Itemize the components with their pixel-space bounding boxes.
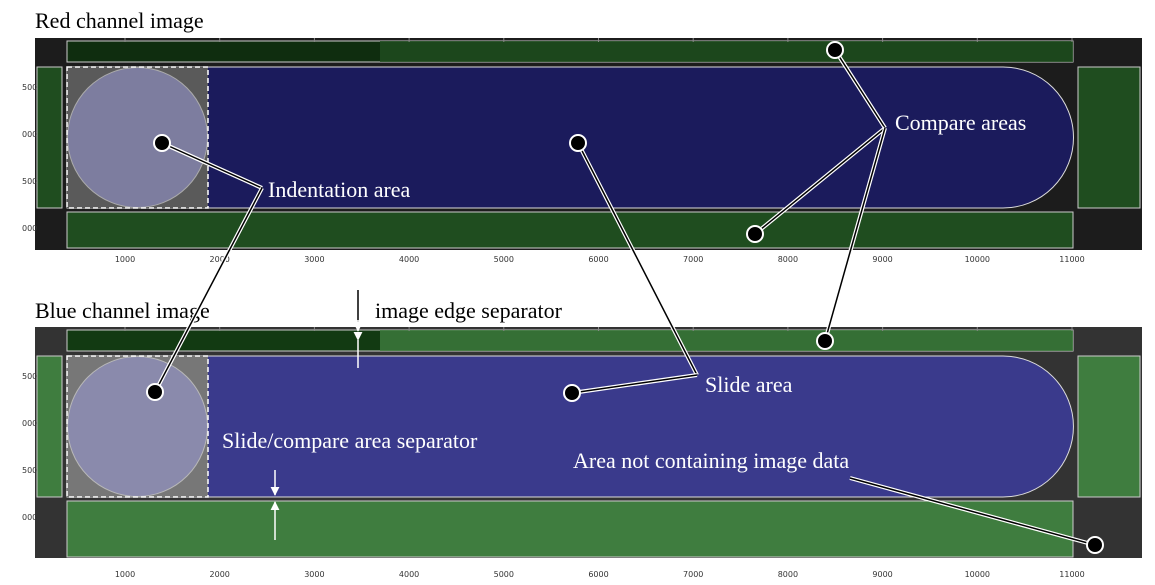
compare-area-bottom — [67, 212, 1073, 248]
compare-area-top-fill — [380, 41, 1073, 62]
panel-title: Red channel image — [35, 8, 204, 33]
annotation-label: Slide area — [705, 372, 793, 397]
x-tick-label: 6000 — [588, 570, 608, 579]
annotation-label: image edge separator — [375, 298, 563, 323]
annotation-label: Indentation area — [268, 177, 411, 202]
annotation-label: Area not containing image data — [573, 448, 849, 473]
y-tick-label: 000 — [22, 130, 37, 139]
compare-area-top-fill — [380, 330, 1073, 351]
y-tick-label: 000 — [22, 419, 37, 428]
x-tick-label: 5000 — [494, 570, 514, 579]
y-tick-label: 500 — [22, 466, 37, 475]
marker-dot — [570, 135, 586, 151]
compare-area-bottom — [67, 501, 1073, 557]
x-tick-label: 1000 — [115, 255, 135, 264]
y-tick-label: 000 — [22, 224, 37, 233]
y-tick-label: 500 — [22, 83, 37, 92]
panels: Red channel image 500 000 500 000 1000 2000 300… — [22, 8, 1142, 579]
x-tick-label: 9000 — [872, 570, 892, 579]
x-tick-label: 7000 — [683, 255, 703, 264]
indentation-area — [68, 357, 208, 497]
x-tick-label: 2000 — [210, 570, 230, 579]
figure: Red channel image 500 000 500 000 1000 2000 300… — [0, 0, 1155, 585]
marker-dot — [147, 384, 163, 400]
x-tick-label: 8000 — [778, 255, 798, 264]
marker-dot — [154, 135, 170, 151]
y-tick-label: 500 — [22, 372, 37, 381]
slide-area — [67, 67, 1074, 208]
y-tick-label: 000 — [22, 513, 37, 522]
marker-dot — [817, 333, 833, 349]
x-tick-label: 1000 — [115, 570, 135, 579]
x-tick-label: 3000 — [304, 255, 324, 264]
panel: Blue channel image 500 000 500 000 1000 2000 30… — [22, 298, 1142, 579]
marker-dot — [827, 42, 843, 58]
x-tick-label: 7000 — [683, 570, 703, 579]
compare-area-right — [1078, 356, 1140, 497]
panel-title: Blue channel image — [35, 298, 210, 323]
x-tick-label: 11000 — [1059, 570, 1084, 579]
annotation-label: Slide/compare area separator — [222, 428, 478, 453]
indentation-area — [68, 68, 208, 208]
compare-area-left — [37, 67, 62, 208]
annotation-label: Compare areas — [895, 110, 1026, 135]
marker-dot — [747, 226, 763, 242]
x-tick-label: 6000 — [588, 255, 608, 264]
x-tick-label: 11000 — [1059, 255, 1084, 264]
compare-area-left — [37, 356, 62, 497]
x-tick-label: 9000 — [872, 255, 892, 264]
x-tick-label: 3000 — [304, 570, 324, 579]
x-tick-label: 8000 — [778, 570, 798, 579]
marker-dot — [564, 385, 580, 401]
x-tick-label: 10000 — [965, 570, 990, 579]
x-tick-label: 5000 — [494, 255, 514, 264]
slide-area — [67, 356, 1073, 497]
y-tick-label: 500 — [22, 177, 37, 186]
marker-dot — [1087, 537, 1103, 553]
x-tick-label: 4000 — [399, 255, 419, 264]
x-tick-label: 10000 — [965, 255, 990, 264]
x-tick-label: 4000 — [399, 570, 419, 579]
compare-area-right — [1078, 67, 1140, 208]
